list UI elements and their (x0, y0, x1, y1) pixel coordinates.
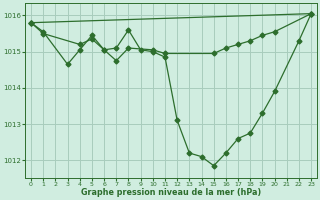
X-axis label: Graphe pression niveau de la mer (hPa): Graphe pression niveau de la mer (hPa) (81, 188, 261, 197)
